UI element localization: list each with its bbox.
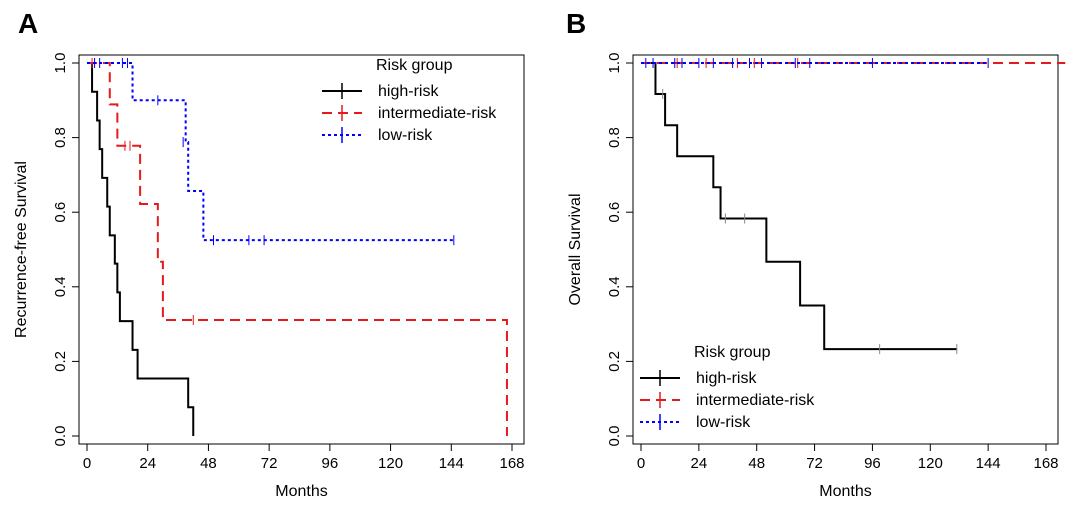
panel-b-x-tick-label: 168 — [1033, 455, 1058, 472]
panel-a-legend-label-high-risk: high-risk — [378, 83, 439, 100]
panel-b-plot-frame — [632, 54, 1059, 445]
panel-b-series-high-risk-line — [641, 62, 957, 351]
panel-a-x-tick-label: 120 — [378, 455, 403, 472]
panel-a-x-tick-label: 48 — [200, 455, 217, 472]
panel-b-legend-label-intermediate-risk: intermediate-risk — [696, 392, 815, 409]
panel-b-y-axis-title: Overall Survival — [567, 193, 584, 305]
panel-a-x-tick-label: 0 — [83, 455, 91, 472]
panel-b-x-axis-title: Months — [819, 483, 871, 500]
panel-b-x-tick-label: 96 — [864, 455, 881, 472]
panel-a-x-tick-label: 24 — [139, 455, 156, 472]
panel-label-b: B — [566, 8, 587, 39]
panel-b-legend-label-high-risk: high-risk — [696, 370, 757, 387]
panel-b-y-tick-label: 0.2 — [606, 351, 623, 372]
panel-a-y-tick-label: 1.0 — [52, 53, 69, 74]
panel-a-x-axis-title: Months — [275, 483, 327, 500]
panel-a-y-tick-label: 0.4 — [52, 276, 69, 297]
panel-b-y-tick-label: 0.4 — [606, 276, 623, 297]
panel-b-x-tick-label: 24 — [691, 455, 708, 472]
panel-a-x-tick-label: 96 — [322, 455, 339, 472]
panel-a-x-tick-label: 168 — [499, 455, 524, 472]
panel-b-x-tick-label: 48 — [748, 455, 765, 472]
panel-a-y-axis-title: Recurrence-free Survival — [13, 161, 30, 338]
panel-b-y-tick-label: 0.8 — [606, 127, 623, 148]
panel-a-legend-title: Risk group — [376, 57, 453, 74]
panel-b-x-tick-label: 144 — [976, 455, 1001, 472]
panel-a-legend-label-low-risk: low-risk — [378, 127, 433, 144]
panel-b-y-tick-label: 0.0 — [606, 426, 623, 447]
panel-a-y-tick-label: 0.2 — [52, 351, 69, 372]
panel-a-y-tick-label: 0.6 — [52, 202, 69, 223]
panel-b-x-tick-label: 120 — [918, 455, 943, 472]
panel-a-x-tick-label: 72 — [261, 455, 278, 472]
panel-b-y-tick-label: 0.6 — [606, 202, 623, 223]
panel-a-y-tick-label: 0.8 — [52, 127, 69, 148]
panel-a-x-tick-label: 144 — [439, 455, 464, 472]
panel-b-x-tick-label: 0 — [637, 455, 645, 472]
panel-b-x-tick-label: 72 — [806, 455, 823, 472]
panel-a-series-high-risk-line — [87, 62, 195, 436]
panel-a-plot-frame — [78, 54, 525, 445]
panel-a-legend-label-intermediate-risk: intermediate-risk — [378, 105, 497, 122]
panel-label-a: A — [18, 8, 39, 39]
panel-a-y-tick-label: 0.0 — [52, 426, 69, 447]
panel-a-series-intermediate-risk-line — [87, 62, 508, 436]
panel-b-y-tick-label: 1.0 — [606, 53, 623, 74]
panel-b-legend-label-low-risk: low-risk — [696, 414, 751, 431]
panel-b-legend-title: Risk group — [694, 344, 771, 361]
